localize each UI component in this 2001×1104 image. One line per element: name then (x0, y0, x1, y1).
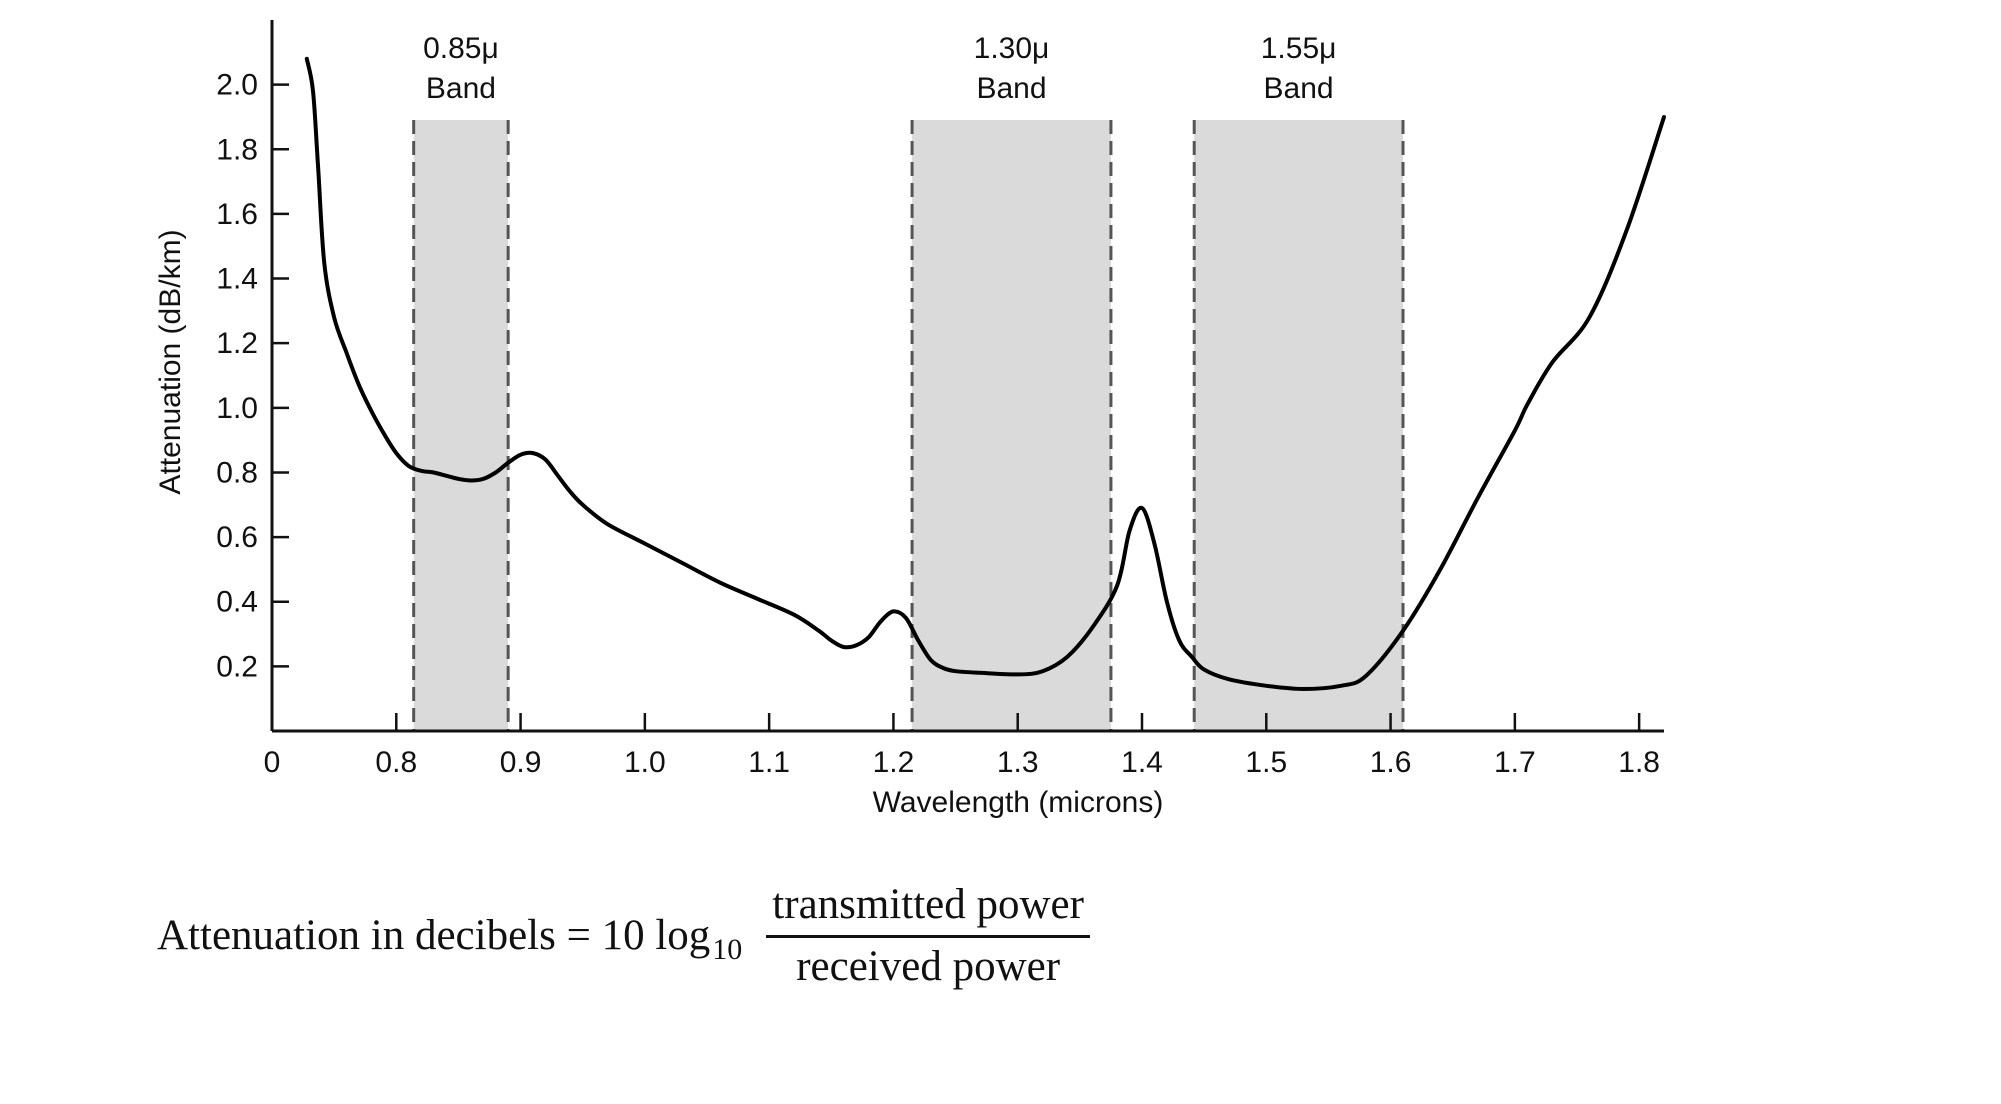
attenuation-chart: 0.85μ Band 1.30μ Band 1.55μ Band 0 0.8 0.9 1.0 1.… (154, 20, 1666, 819)
y-tick-label-5: 1.2 (216, 327, 258, 360)
x-tick-label-1: 0.8 (375, 746, 417, 779)
formula-fraction: transmitted power received power (766, 880, 1090, 991)
x-tick-label-8: 1.5 (1245, 746, 1287, 779)
attenuation-curve (304, 56, 1666, 691)
y-tick-label-3: 0.8 (216, 456, 258, 489)
x-axis-title: Wavelength (microns) (873, 786, 1164, 819)
formula-numerator: transmitted power (766, 880, 1090, 938)
x-tick-label-10: 1.7 (1494, 746, 1536, 779)
band-label-0-line2: Band (426, 72, 496, 105)
band-label-2-line2: Band (1264, 72, 1334, 105)
x-axis-ticks: 0 0.8 0.9 1.0 1.1 1.2 1.3 1.4 1.5 1.6 1.7 1.8 (264, 713, 1660, 779)
band-label-0-line1: 0.85μ (423, 32, 499, 65)
formula-log-subscript: 10 (712, 932, 743, 966)
axes (270, 20, 1664, 733)
band-region-2 (1194, 120, 1403, 731)
formula-denominator: received power (796, 943, 1061, 990)
y-tick-label-0: 0.2 (216, 650, 258, 683)
band-region-0 (413, 120, 509, 731)
y-tick-label-1: 0.4 (216, 586, 258, 619)
formula-lhs: Attenuation in decibels = 10 log (157, 912, 711, 959)
wavelength-bands: 0.85μ Band 1.30μ Band 1.55μ Band (412, 32, 1405, 731)
x-tick-label-5: 1.2 (873, 746, 915, 779)
band-label-1-line2: Band (976, 72, 1046, 105)
band-region-1 (912, 120, 1111, 731)
x-tick-label-2: 0.9 (500, 746, 542, 779)
x-tick-label-0: 0 (264, 746, 281, 779)
y-tick-label-4: 1.0 (216, 392, 258, 425)
x-tick-label-11: 1.8 (1618, 746, 1660, 779)
x-tick-label-9: 1.6 (1370, 746, 1412, 779)
x-tick-label-7: 1.4 (1121, 746, 1163, 779)
y-tick-label-6: 1.4 (216, 263, 258, 296)
y-axis-title: Attenuation (dB/km) (154, 229, 187, 494)
y-axis-ticks: 0.2 0.4 0.6 0.8 1.0 1.2 1.4 1.6 1.8 2.0 (216, 69, 289, 683)
y-tick-label-7: 1.6 (216, 198, 258, 231)
band-label-1-line1: 1.30μ (974, 32, 1050, 65)
y-tick-label-2: 0.6 (216, 521, 258, 554)
x-tick-label-6: 1.3 (997, 746, 1039, 779)
y-tick-label-9: 2.0 (216, 69, 258, 102)
attenuation-formula: Attenuation in decibels = 10 log 10 tran… (157, 880, 1090, 991)
x-tick-label-3: 1.0 (624, 746, 666, 779)
band-label-2-line1: 1.55μ (1261, 32, 1337, 65)
x-tick-label-4: 1.1 (748, 746, 790, 779)
y-tick-label-8: 1.8 (216, 133, 258, 166)
